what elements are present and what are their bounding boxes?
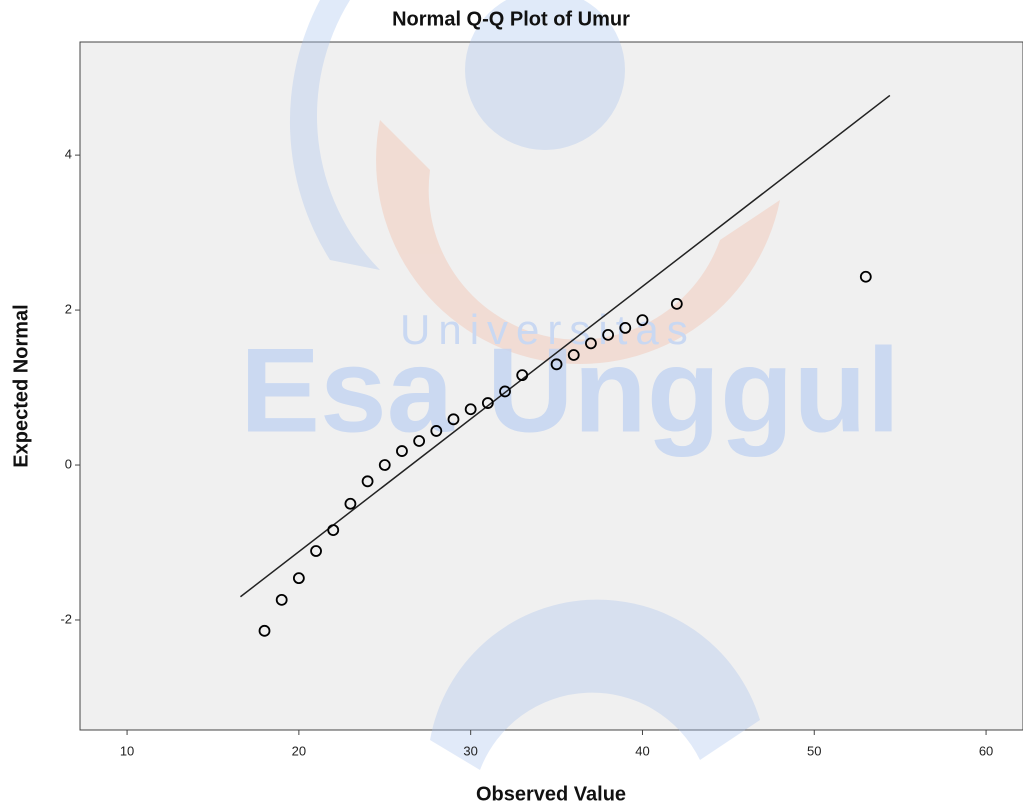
data-point — [499, 385, 511, 398]
watermark-text: Esa Unggul — [240, 324, 900, 458]
data-point — [344, 497, 357, 510]
data-point — [258, 624, 271, 637]
data-point — [292, 572, 305, 585]
data-point — [361, 475, 374, 488]
chart-title: Normal Q-Q Plot of Umur — [392, 8, 630, 30]
x-tick-label: 50 — [807, 743, 821, 758]
y-tick-label: 2 — [65, 302, 72, 317]
x-tick-label: 60 — [979, 743, 993, 758]
y-axis-label: Expected Normal — [10, 304, 32, 467]
data-point — [430, 425, 443, 437]
watermark-arc — [430, 599, 760, 770]
y-tick-label: 4 — [65, 147, 72, 162]
data-point — [550, 358, 563, 371]
data-point — [567, 349, 580, 361]
data-point — [447, 413, 460, 426]
watermark-circle — [465, 0, 625, 150]
data-point — [585, 337, 597, 350]
watermark-arc — [376, 120, 780, 364]
watermark-text: Universitas — [400, 306, 696, 353]
reference-line — [240, 94, 891, 598]
data-point — [602, 328, 615, 341]
data-point — [378, 459, 391, 471]
data-point — [619, 321, 632, 334]
data-point — [670, 297, 683, 310]
data-point — [275, 593, 288, 606]
y-tick-label: -2 — [60, 611, 72, 626]
data-point — [516, 369, 529, 382]
data-point — [859, 270, 872, 283]
x-tick-label: 20 — [292, 743, 306, 758]
watermark-arc — [289, 0, 380, 270]
data-point — [396, 445, 408, 457]
y-tick-label: 0 — [65, 456, 72, 471]
data-point — [413, 435, 426, 447]
x-tick-label: 40 — [635, 743, 649, 758]
x-axis-label: Observed Value — [476, 783, 626, 805]
data-point — [310, 545, 322, 557]
x-tick-label: 10 — [120, 743, 134, 758]
x-tick-label: 30 — [463, 743, 477, 758]
plot-area — [79, 41, 1023, 731]
watermark-shapes — [289, 0, 780, 770]
data-point — [636, 314, 649, 327]
data-point — [481, 397, 494, 409]
data-point — [464, 403, 477, 416]
data-point — [327, 524, 340, 537]
